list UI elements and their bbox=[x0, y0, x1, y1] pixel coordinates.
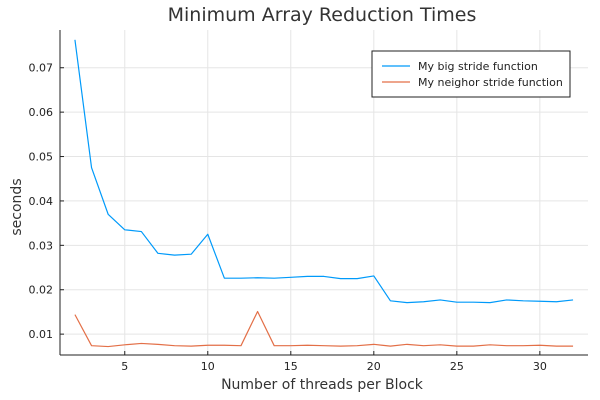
x-tick-label: 15 bbox=[284, 360, 298, 373]
y-tick-label: 0.02 bbox=[29, 284, 54, 297]
series-lines bbox=[74, 39, 574, 348]
x-axis-title: Number of threads per Block bbox=[221, 377, 424, 393]
legend-box bbox=[371, 50, 571, 98]
x-tick-label: 5 bbox=[121, 360, 128, 373]
y-tick-label: 0.05 bbox=[29, 151, 54, 164]
y-axis-title: seconds bbox=[9, 178, 25, 235]
series-line-neighbor-stride bbox=[74, 310, 574, 348]
series-line-big-stride bbox=[74, 39, 574, 304]
y-tick-label: 0.07 bbox=[29, 62, 54, 75]
ticks: 5 10 15 20 25 30 0.01 0.02 0.03 0.04 0.05 0.06 0.07 bbox=[29, 62, 547, 373]
legend: My big stride function My neighor stride… bbox=[371, 50, 571, 98]
chart-title: Minimum Array Reduction Times bbox=[168, 4, 477, 26]
y-tick-label: 0.01 bbox=[29, 328, 54, 341]
legend-label-neighbor-stride: My neighor stride function bbox=[418, 76, 563, 89]
x-tick-label: 20 bbox=[367, 360, 381, 373]
y-tick-label: 0.04 bbox=[29, 195, 54, 208]
y-tick-label: 0.06 bbox=[29, 106, 54, 119]
legend-label-big-stride: My big stride function bbox=[418, 60, 538, 73]
y-tick-label: 0.03 bbox=[29, 239, 54, 252]
x-tick-label: 25 bbox=[450, 360, 464, 373]
x-tick-label: 10 bbox=[201, 360, 215, 373]
x-tick-label: 30 bbox=[533, 360, 547, 373]
axes bbox=[59, 30, 588, 356]
